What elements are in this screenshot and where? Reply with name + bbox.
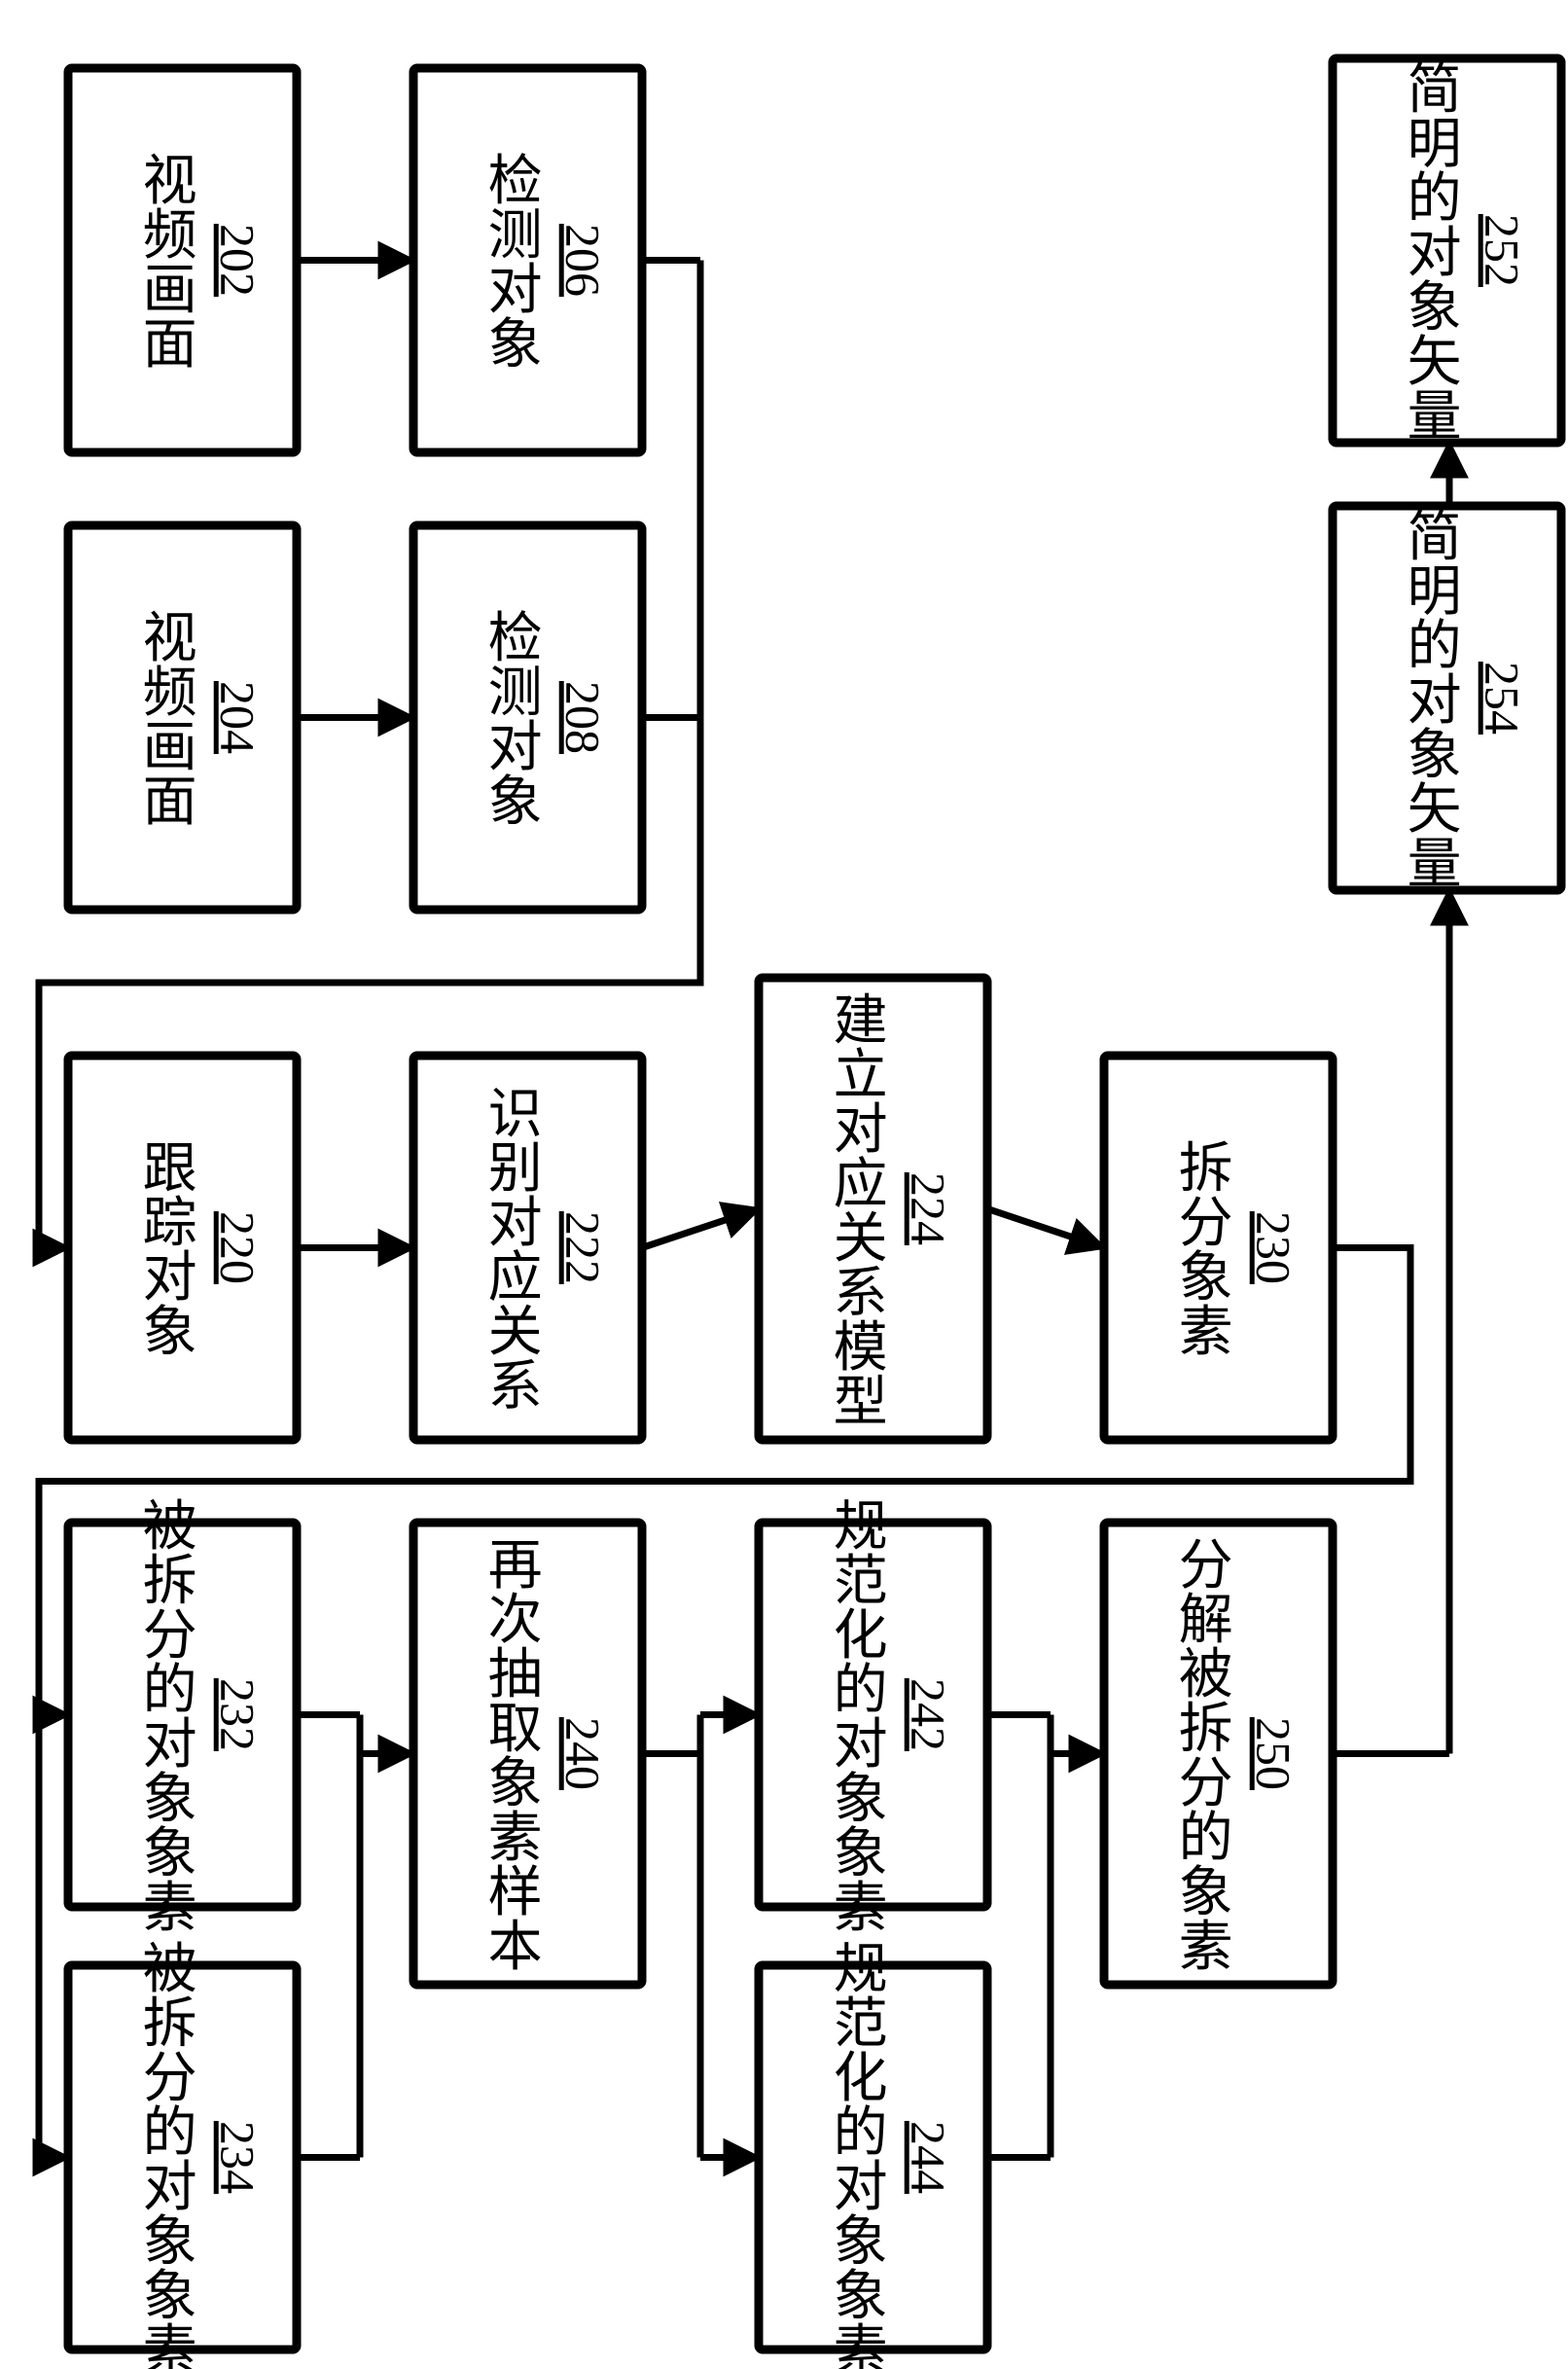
node-number: 250 bbox=[1247, 1717, 1301, 1790]
node-number: 232 bbox=[211, 1678, 266, 1751]
node-n244: 规范化的对象象素 244 bbox=[759, 1940, 987, 2369]
node-number: 204 bbox=[211, 681, 266, 754]
node-label: 检测对象 bbox=[480, 609, 541, 827]
node-n252: 简明的对象矢量 252 bbox=[1333, 58, 1561, 443]
node-number: 254 bbox=[1476, 662, 1530, 735]
node-label: 视频画面 bbox=[134, 609, 195, 827]
node-n206: 检测对象 206 bbox=[413, 68, 642, 452]
node-n242: 规范化的对象象素 242 bbox=[759, 1497, 987, 1933]
node-n202: 视频画面 202 bbox=[68, 68, 297, 452]
node-number: 230 bbox=[1247, 1211, 1301, 1284]
node-number: 206 bbox=[556, 224, 611, 297]
node-n230: 拆分象素 230 bbox=[1104, 1056, 1333, 1440]
node-label: 规范化的对象象素 bbox=[825, 1940, 885, 2369]
node-label: 规范化的对象象素 bbox=[825, 1497, 885, 1933]
node-label: 被拆分的对象象素 bbox=[134, 1497, 196, 1933]
node-label: 视频画面 bbox=[134, 152, 195, 370]
node-n208: 检测对象 208 bbox=[413, 525, 642, 910]
node-number: 244 bbox=[902, 2121, 956, 2194]
node-label: 再次抽取象素样本 bbox=[480, 1536, 541, 1972]
node-label: 识别对应关系 bbox=[480, 1085, 541, 1412]
node-n232: 被拆分的对象象素 232 bbox=[68, 1497, 297, 1933]
node-number: 224 bbox=[902, 1172, 956, 1245]
node-number: 240 bbox=[556, 1717, 611, 1790]
node-n224: 建立对应关系模型 224 bbox=[759, 978, 987, 1440]
node-label: 检测对象 bbox=[480, 152, 541, 370]
node-label: 被拆分的对象象素 bbox=[134, 1940, 196, 2369]
node-number: 220 bbox=[211, 1211, 266, 1284]
node-label: 简明的对象矢量 bbox=[1399, 60, 1459, 442]
node-n250: 分解被拆分的象素 250 bbox=[1104, 1523, 1333, 1985]
node-label: 分解被拆分的象素 bbox=[1170, 1536, 1231, 1972]
node-label: 拆分象素 bbox=[1170, 1139, 1231, 1357]
node-number: 208 bbox=[556, 681, 611, 754]
node-number: 242 bbox=[902, 1678, 956, 1751]
node-number: 202 bbox=[211, 224, 266, 297]
node-n222: 识别对应关系 222 bbox=[413, 1056, 642, 1440]
node-n240: 再次抽取象素样本 240 bbox=[413, 1523, 642, 1985]
node-n254: 简明的对象矢量 254 bbox=[1333, 506, 1561, 890]
node-n204: 视频画面 204 bbox=[68, 525, 297, 910]
node-label: 跟踪对象 bbox=[134, 1139, 196, 1357]
node-label: 简明的对象矢量 bbox=[1399, 508, 1459, 889]
node-n234: 被拆分的对象象素 234 bbox=[68, 1940, 297, 2369]
node-number: 252 bbox=[1476, 214, 1530, 287]
node-number: 222 bbox=[556, 1211, 611, 1284]
node-number: 234 bbox=[211, 2121, 266, 2194]
node-n220: 跟踪对象 220 bbox=[68, 1056, 297, 1440]
node-label: 建立对应关系模型 bbox=[825, 991, 886, 1427]
